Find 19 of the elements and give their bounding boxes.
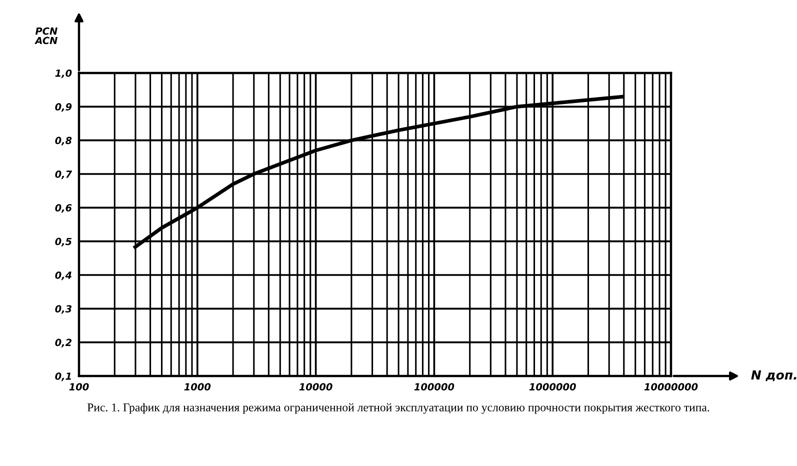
y-tick-label: 0,5 — [55, 238, 72, 246]
x-tick-label: 1000000 — [529, 383, 576, 390]
y-axis-title: PCN ACN — [34, 27, 58, 44]
y-tick-label: 0,3 — [55, 305, 72, 314]
x-tick-label: 100000 — [414, 383, 454, 390]
y-tick-label: 0,6 — [55, 204, 72, 213]
y-tick-label: 1,0 — [55, 69, 72, 78]
x-tick-label: 10000000 — [644, 383, 698, 390]
text: Рис. 1. График для назначения режима ограниченной летной эксплуатации по условию прочности покрытия жесткого типа. — [87, 403, 710, 414]
y-tick-label: 0,8 — [55, 136, 72, 146]
y-tick-label: 0,2 — [55, 338, 72, 348]
x-axis-title: N доп. — [751, 370, 796, 382]
x-tick-label: 10000 — [299, 383, 332, 390]
y-tick-label: 0,9 — [55, 103, 72, 112]
y-tick-label: 0,1 — [55, 372, 71, 382]
x-tick-label: 1000 — [184, 383, 211, 390]
y-tick-label: 0,7 — [55, 170, 72, 180]
x-tick-label: 100 — [69, 383, 89, 390]
y-tick-label: 0,4 — [55, 271, 72, 280]
